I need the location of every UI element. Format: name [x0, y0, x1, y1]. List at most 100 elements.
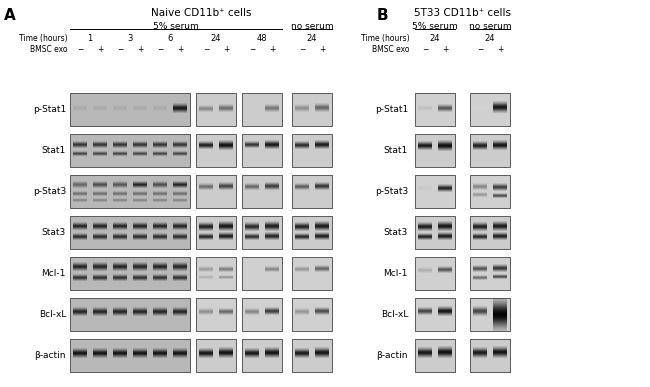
Text: +: +	[136, 45, 143, 54]
Bar	[196, 134, 236, 167]
Bar	[493, 298, 507, 299]
Bar	[493, 303, 507, 304]
Bar	[415, 175, 455, 208]
Text: p-Stat3: p-Stat3	[375, 187, 408, 196]
Text: 5% serum: 5% serum	[153, 22, 199, 31]
Bar	[493, 312, 507, 313]
Text: −: −	[422, 45, 428, 54]
Bar	[493, 310, 507, 311]
Bar	[470, 175, 510, 208]
Bar	[242, 216, 282, 249]
Bar	[493, 317, 507, 318]
Bar	[196, 298, 236, 331]
Text: +: +	[442, 45, 448, 54]
Bar	[493, 299, 507, 300]
Bar	[415, 134, 455, 167]
Bar	[493, 321, 507, 322]
Text: Stat3: Stat3	[384, 228, 408, 237]
Bar	[493, 324, 507, 325]
Text: β-actin: β-actin	[376, 351, 408, 360]
Bar	[493, 304, 507, 305]
Bar	[470, 339, 510, 372]
Text: 1: 1	[87, 34, 92, 43]
Bar	[70, 93, 190, 126]
Bar	[470, 298, 510, 331]
Bar	[493, 300, 507, 301]
Text: Bcl-xL: Bcl-xL	[38, 310, 66, 319]
Bar	[292, 175, 332, 208]
Bar	[70, 298, 190, 331]
Text: Mcl-1: Mcl-1	[384, 269, 408, 278]
Bar	[493, 305, 507, 306]
Bar	[292, 339, 332, 372]
Bar	[196, 93, 236, 126]
Bar	[292, 216, 332, 249]
Text: no serum: no serum	[291, 22, 333, 31]
Bar	[196, 257, 236, 290]
Bar	[196, 175, 236, 208]
Bar	[493, 318, 507, 319]
Text: −: −	[477, 45, 483, 54]
Text: BMSC exo: BMSC exo	[372, 45, 410, 54]
Text: Naive CD11b⁺ cells: Naive CD11b⁺ cells	[151, 8, 252, 18]
Bar	[493, 316, 507, 317]
Text: no serum: no serum	[469, 22, 512, 31]
Text: 48: 48	[257, 34, 267, 43]
Text: −: −	[157, 45, 163, 54]
Text: +: +	[97, 45, 103, 54]
Bar	[70, 134, 190, 167]
Text: β-actin: β-actin	[34, 351, 66, 360]
Bar	[70, 175, 190, 208]
Bar	[292, 134, 332, 167]
Text: +: +	[223, 45, 229, 54]
Bar	[493, 322, 507, 323]
Bar	[196, 216, 236, 249]
Text: p-Stat1: p-Stat1	[375, 105, 408, 114]
Bar	[493, 325, 507, 326]
Bar	[493, 309, 507, 310]
Text: A: A	[4, 8, 16, 23]
Text: BMSC exo: BMSC exo	[31, 45, 68, 54]
Text: 24: 24	[430, 34, 440, 43]
Bar	[493, 329, 507, 330]
Bar	[242, 257, 282, 290]
Bar	[493, 311, 507, 312]
Bar	[292, 257, 332, 290]
Bar	[493, 306, 507, 307]
Bar	[470, 257, 510, 290]
Text: 3: 3	[127, 34, 133, 43]
Text: −: −	[203, 45, 209, 54]
Text: p-Stat3: p-Stat3	[32, 187, 66, 196]
Bar	[470, 93, 510, 126]
Bar	[493, 330, 507, 331]
Text: +: +	[318, 45, 325, 54]
Bar	[493, 307, 507, 308]
Text: 24: 24	[485, 34, 495, 43]
Text: Stat3: Stat3	[42, 228, 66, 237]
Text: +: +	[177, 45, 183, 54]
Text: 24: 24	[307, 34, 317, 43]
Text: 5% serum: 5% serum	[412, 22, 458, 31]
Text: Stat1: Stat1	[384, 146, 408, 155]
Bar	[242, 339, 282, 372]
Text: Bcl-xL: Bcl-xL	[381, 310, 408, 319]
Bar	[493, 328, 507, 329]
Bar	[493, 320, 507, 321]
Text: Stat1: Stat1	[42, 146, 66, 155]
Text: 24: 24	[211, 34, 221, 43]
Bar	[242, 298, 282, 331]
Bar	[493, 323, 507, 324]
Bar	[196, 339, 236, 372]
Bar	[415, 257, 455, 290]
Bar	[292, 298, 332, 331]
Text: −: −	[299, 45, 305, 54]
Text: +: +	[269, 45, 275, 54]
Text: 6: 6	[167, 34, 173, 43]
Text: −: −	[117, 45, 124, 54]
Bar	[493, 326, 507, 327]
Bar	[493, 313, 507, 314]
Bar	[493, 319, 507, 320]
Bar	[470, 216, 510, 249]
Text: Mcl-1: Mcl-1	[42, 269, 66, 278]
Bar	[493, 308, 507, 309]
